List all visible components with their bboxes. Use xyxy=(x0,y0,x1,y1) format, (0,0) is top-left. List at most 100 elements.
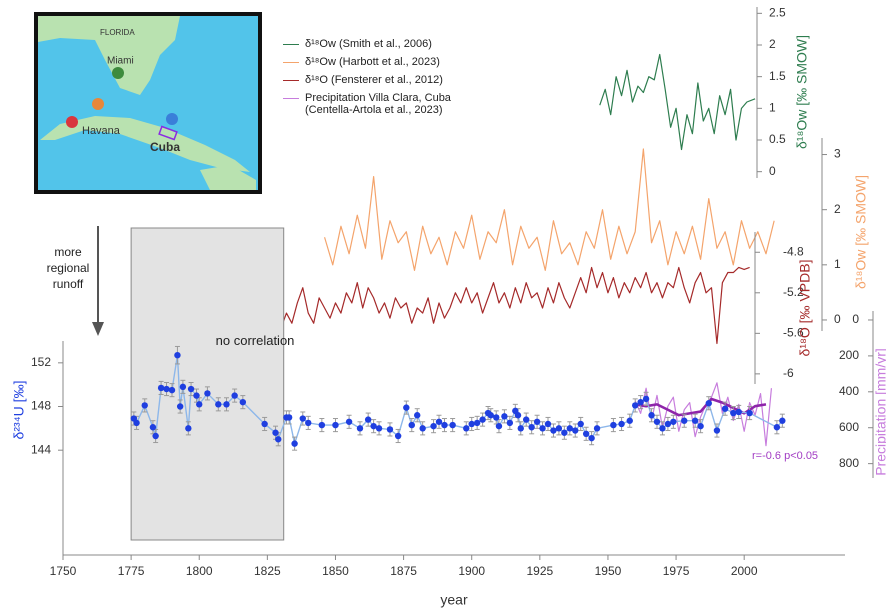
x-tick-label: 1800 xyxy=(186,564,213,578)
data-point xyxy=(299,415,306,422)
data-point xyxy=(653,418,661,425)
data-point xyxy=(370,422,377,430)
y-tick-label: 1 xyxy=(834,257,841,271)
data-point xyxy=(449,421,456,429)
y-tick-label: -5.6 xyxy=(783,326,804,340)
data-point xyxy=(408,421,415,429)
x-tick-label: 1950 xyxy=(595,564,622,578)
legend-entry: δ¹⁸O (Fensterer et al., 2012) xyxy=(283,74,498,86)
data-point xyxy=(441,421,448,429)
data-point xyxy=(514,412,522,419)
data-point xyxy=(285,414,293,421)
annotation: more regional runoff xyxy=(46,245,90,291)
legend: δ¹⁸Ow (Smith et al., 2006) δ¹⁸Ow (Harbott… xyxy=(283,38,498,122)
land xyxy=(200,165,256,190)
data-point xyxy=(163,385,170,393)
legend-label: Precipitation Villa Clara, Cuba (Centell… xyxy=(305,92,451,116)
data-point xyxy=(168,386,176,394)
map-label: Miami xyxy=(107,56,134,67)
data-point xyxy=(588,434,595,442)
data-point xyxy=(414,412,421,419)
data-point xyxy=(386,426,394,433)
data-point xyxy=(187,385,195,393)
data-point xyxy=(157,384,165,392)
data-point xyxy=(345,418,353,425)
data-point xyxy=(435,418,443,425)
y-tick-label: 2 xyxy=(834,202,841,216)
map-label: Havana xyxy=(82,125,121,137)
data-point xyxy=(149,424,157,431)
x-tick-label: 1975 xyxy=(663,564,690,578)
x-tick-label: 1875 xyxy=(390,564,417,578)
data-point xyxy=(495,422,503,430)
data-point xyxy=(141,402,148,409)
data-point xyxy=(566,425,574,432)
data-point xyxy=(174,351,181,359)
data-point xyxy=(506,419,514,427)
y-tick-label: -5.2 xyxy=(783,285,804,299)
data-point xyxy=(403,404,410,411)
y-tick-label: 0.5 xyxy=(769,132,786,146)
legend-swatch xyxy=(283,80,299,81)
legend-swatch xyxy=(283,44,299,45)
data-point xyxy=(176,403,184,410)
data-point xyxy=(572,427,579,434)
data-point xyxy=(468,420,475,428)
legend-label: δ¹⁸Ow (Smith et al., 2006) xyxy=(305,38,432,50)
data-point xyxy=(375,425,383,432)
x-tick-label: 1775 xyxy=(118,564,145,578)
pin xyxy=(66,116,78,128)
y-tick-label: 148 xyxy=(31,399,51,413)
data-point xyxy=(721,405,729,412)
data-point xyxy=(550,427,557,434)
data-point xyxy=(618,420,625,428)
site-box xyxy=(158,125,178,141)
data-point xyxy=(493,414,500,421)
legend-swatch xyxy=(283,98,299,99)
data-point xyxy=(272,429,279,436)
data-point xyxy=(577,420,584,428)
data-point xyxy=(697,422,704,430)
data-point xyxy=(610,421,617,429)
legend-entry: δ¹⁸Ow (Smith et al., 2006) xyxy=(283,38,498,50)
legend-entry: Precipitation Villa Clara, Cuba (Centell… xyxy=(283,92,498,116)
data-point xyxy=(779,417,786,424)
x-tick-label: 1850 xyxy=(322,564,349,578)
data-point xyxy=(523,416,530,423)
data-point xyxy=(582,430,590,438)
y-axis-label: Precipitation [mm/yr] xyxy=(873,348,886,476)
data-point xyxy=(152,432,159,440)
data-point xyxy=(735,408,742,416)
y-tick-label: 600 xyxy=(839,420,859,434)
series-line xyxy=(634,382,773,447)
y-tick-label: 0 xyxy=(852,312,859,326)
data-point xyxy=(356,425,364,432)
y-tick-label: 200 xyxy=(839,348,859,362)
y-tick-label: 2 xyxy=(769,37,776,51)
data-point xyxy=(730,409,737,417)
data-point xyxy=(479,416,486,423)
pin xyxy=(166,113,178,125)
y-tick-label: 152 xyxy=(31,355,51,369)
y-tick-label: 0 xyxy=(769,164,776,178)
y-tick-label: 1.5 xyxy=(769,69,786,83)
data-point xyxy=(593,425,601,432)
data-point xyxy=(419,425,426,432)
x-tick-label: 1925 xyxy=(526,564,553,578)
data-point xyxy=(261,420,268,428)
annotation: r=-0.6 p<0.05 xyxy=(752,450,818,462)
y-tick-label: 800 xyxy=(839,456,859,470)
highlight-span xyxy=(130,227,285,541)
y-tick-label: 2.5 xyxy=(769,6,786,20)
data-point xyxy=(713,427,721,434)
x-tick-label: 1900 xyxy=(458,564,485,578)
data-point xyxy=(561,429,568,436)
data-point xyxy=(648,412,655,419)
y-axis-label: δ¹⁸O [‰ VPDB] xyxy=(797,260,813,357)
data-point xyxy=(394,432,402,440)
x-tick-label: 1825 xyxy=(254,564,281,578)
data-point xyxy=(332,421,339,429)
data-point xyxy=(223,401,230,408)
pin xyxy=(92,98,104,110)
